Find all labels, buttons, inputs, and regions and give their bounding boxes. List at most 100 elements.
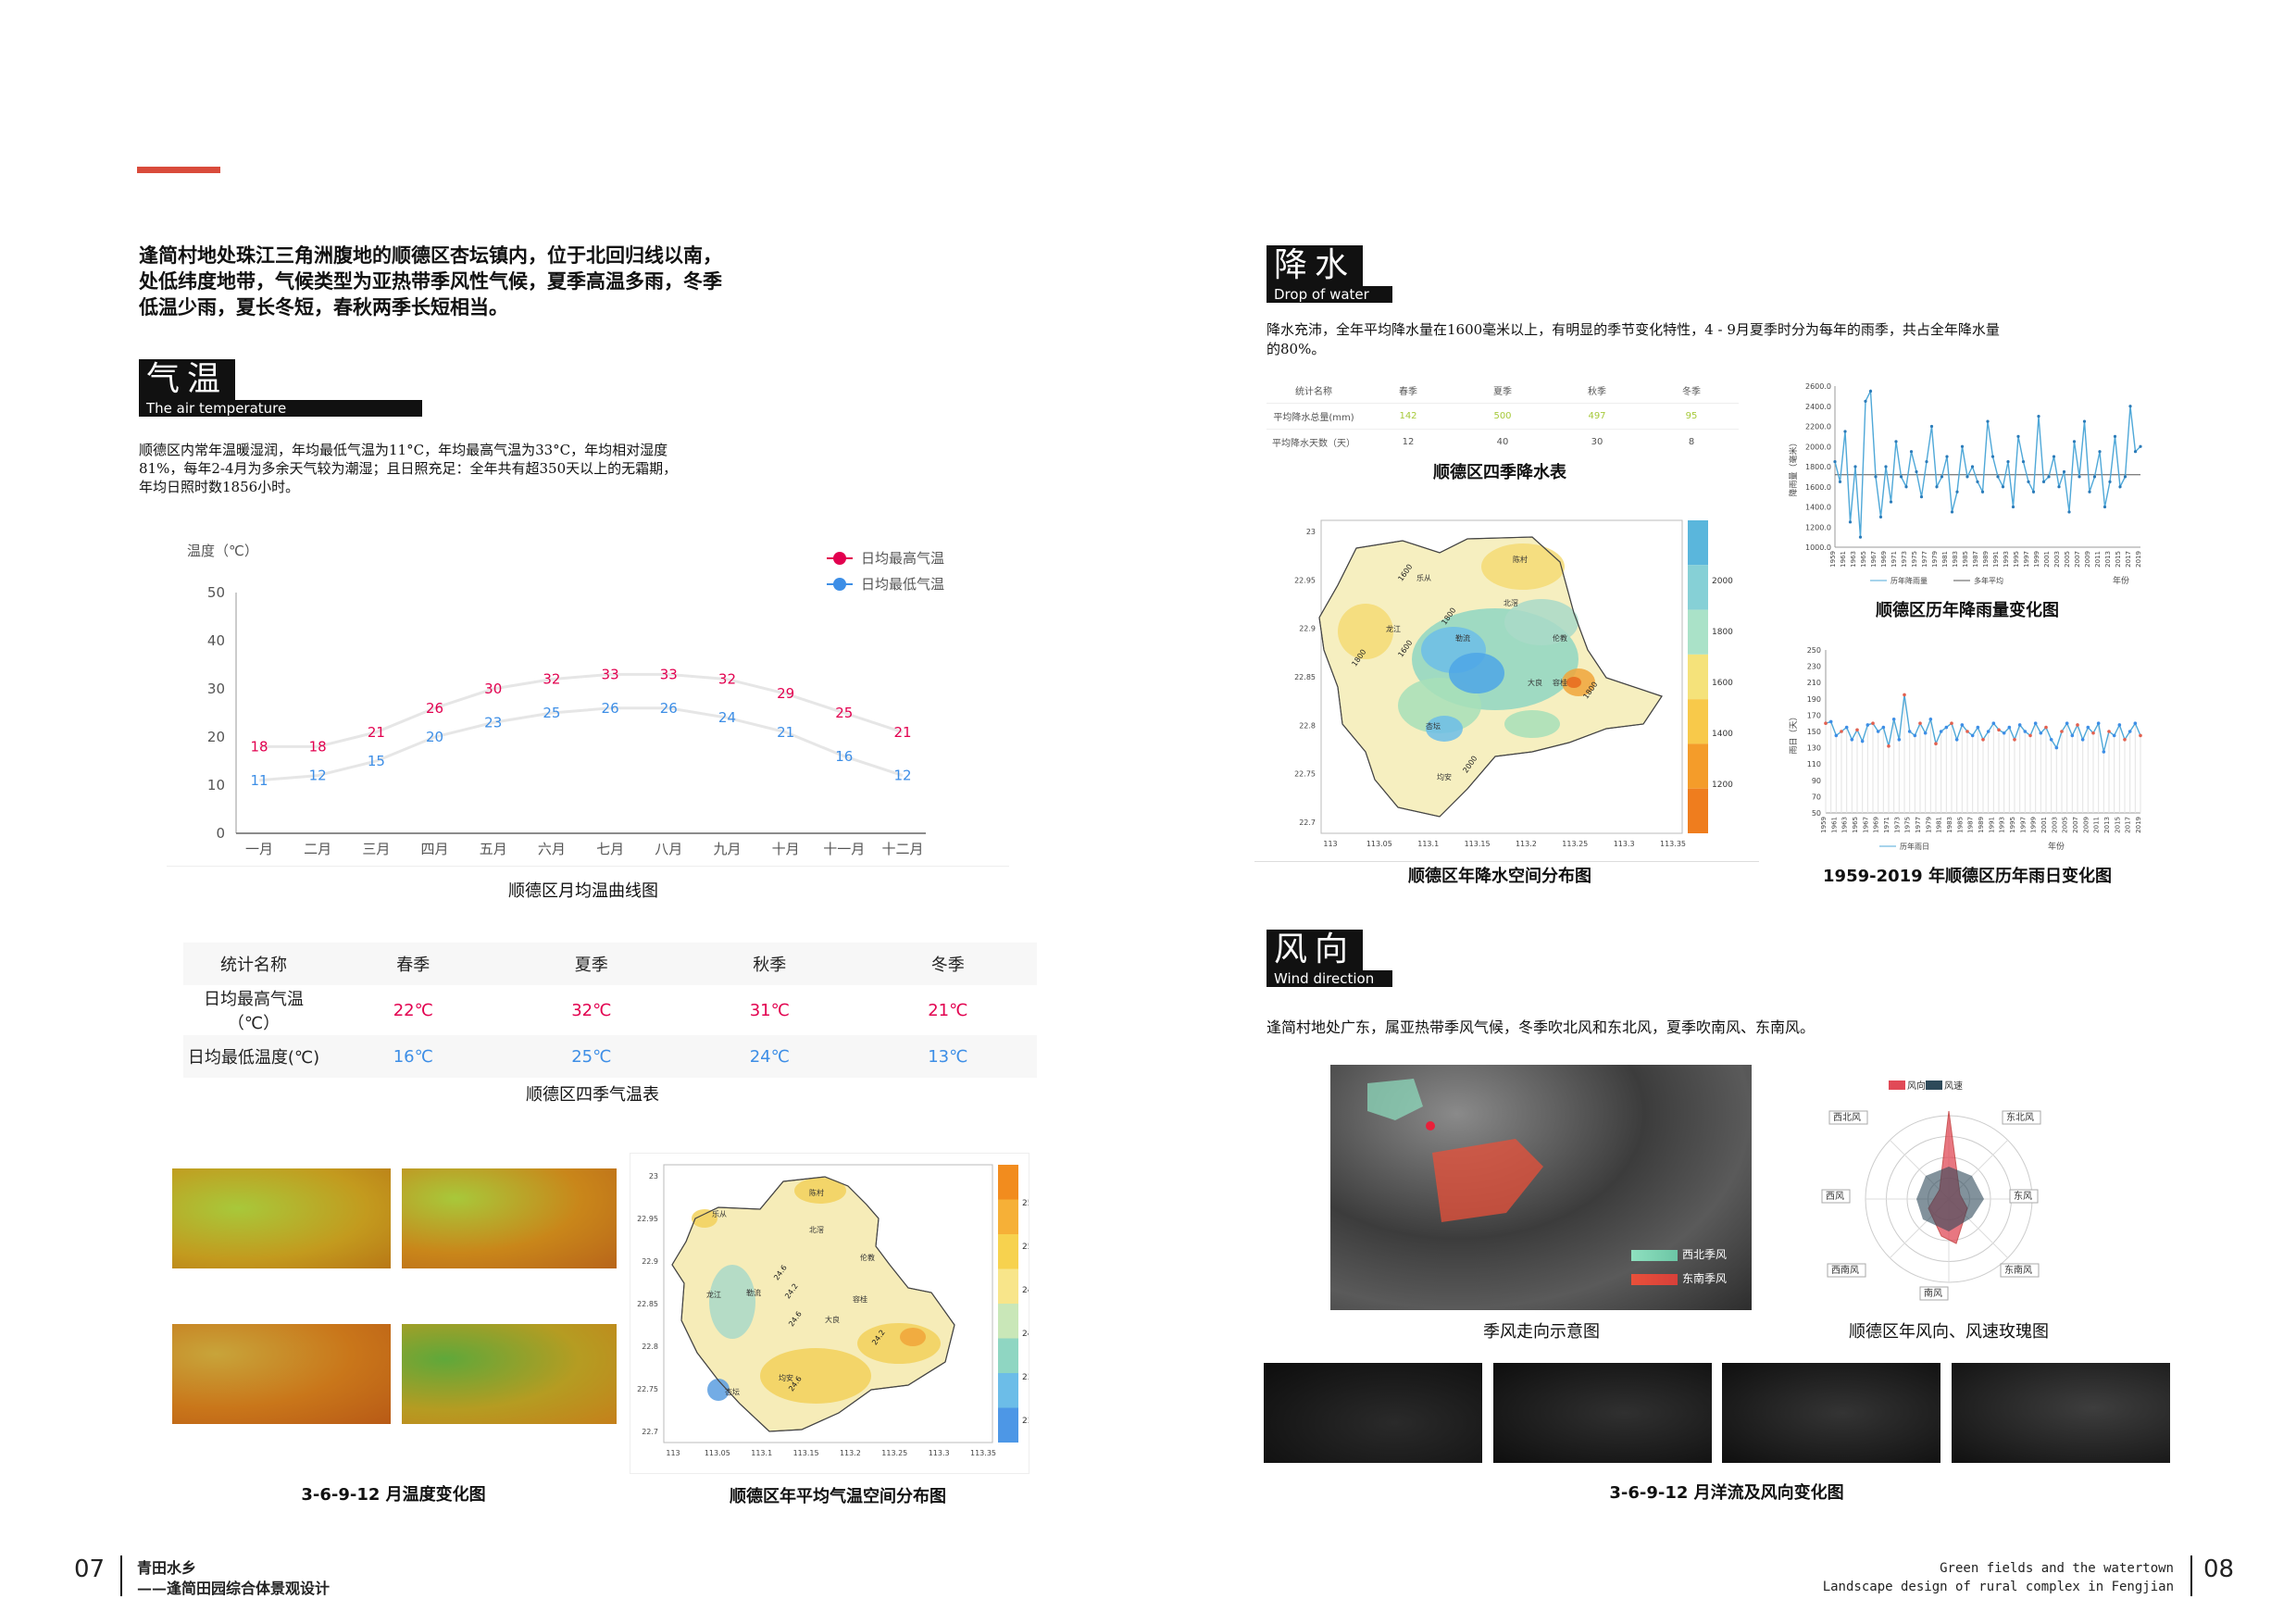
- rain-cell: 平均降水天数（天）: [1272, 439, 1355, 449]
- rainfall-point: [1965, 475, 1969, 479]
- rainfall-point: [1838, 480, 1842, 483]
- table-cell: 25℃: [571, 1046, 612, 1067]
- rain-spatial-map: 23 22.95 22.9 22.85 22.8 22.75 22.7 113 113.05 11…: [1294, 519, 1733, 848]
- days-point: [2013, 738, 2016, 742]
- scale-swatch: [998, 1234, 1018, 1269]
- data-label: 18: [309, 738, 327, 755]
- days-point: [1981, 738, 1985, 742]
- lon-tick-label: 113.35: [970, 1449, 996, 1457]
- x-tick-label: 2013: [2103, 817, 2111, 833]
- temp-desc-line: 年均日照时数1856小时。: [139, 479, 300, 495]
- rainfall-line: [1834, 388, 2141, 538]
- days-point: [1928, 718, 1933, 721]
- rainfall-point: [2092, 475, 2097, 479]
- rain-title-en: Drop of water: [1267, 286, 1392, 303]
- legend-se-icon: [1631, 1274, 1678, 1285]
- data-label: 15: [368, 753, 385, 769]
- temp-desc-line: 顺德区内常年温暖湿润，年均最低气温为11°C，年均最高气温为33°C，年均相对湿…: [139, 442, 668, 458]
- rose-direction-label: 西北风: [1833, 1112, 1861, 1123]
- rainfall-point: [1899, 475, 1903, 479]
- legend-label: 历年雨日: [1900, 842, 1929, 851]
- data-label: 21: [368, 724, 385, 741]
- scale-swatch: [1688, 699, 1708, 744]
- rainfall-point: [1833, 459, 1837, 464]
- scale-swatch: [998, 1338, 1018, 1373]
- scale-label: 23.4: [1022, 1417, 1029, 1426]
- town-label: 北滘: [809, 1226, 824, 1234]
- wind-title-cn: 风向: [1267, 930, 1364, 970]
- temp-chart-panel: 温度（℃） 0 10 20 30 40 50 一月 二月 三月 四月 五月 六月 七月 八月 九月 十月 十一月十…: [167, 532, 1009, 867]
- y-tick-label: 1600.0: [1805, 483, 1831, 492]
- y-tick-label: 1000.0: [1805, 543, 1831, 552]
- wind-header: 风向 Wind direction: [1267, 930, 1392, 987]
- days-point: [1834, 733, 1839, 738]
- temp-title-en: The air temperature: [139, 400, 422, 417]
- y-tick-label: 2000.0: [1805, 443, 1831, 451]
- scale-swatch: [998, 1304, 1018, 1339]
- x-tick-label: 1977: [1921, 551, 1928, 568]
- x-tick-label: 1987: [1967, 817, 1975, 833]
- monsoon-caption: 季风走向示意图: [1483, 1322, 1600, 1342]
- page-number-left: 07: [74, 1555, 106, 1583]
- rainfall-point: [1996, 475, 2000, 479]
- days-point: [2123, 738, 2127, 742]
- footer-left-title: 青田水乡: [137, 1559, 197, 1577]
- x-axis-label: 年份: [2113, 575, 2129, 586]
- th-winter: 冬季: [930, 956, 965, 975]
- lon-tick-label: 113.25: [1562, 840, 1588, 848]
- y-tick-label: 1400.0: [1805, 504, 1831, 512]
- y-tick-label: 210: [1807, 679, 1821, 687]
- days-point: [2128, 730, 2132, 733]
- x-tick-label: 1985: [1956, 817, 1964, 833]
- rainfall-point: [1970, 465, 1975, 468]
- annual-rain-panel: 1000.0 1200.0 1400.0 1600.0 1800.0 2000.0 2200…: [1787, 375, 2146, 590]
- rainfall-point: [2072, 440, 2077, 443]
- x-tick-label: 2003: [2051, 817, 2058, 833]
- rainfall-point: [1915, 469, 1918, 474]
- intro-line: 低温少雨，夏长冬短，春秋两季长短相当。: [139, 295, 508, 319]
- rain-table-caption: 顺德区四季降水表: [1433, 463, 1566, 482]
- days-point: [1923, 731, 1928, 735]
- rainfall-point: [2067, 510, 2071, 514]
- rainfall-point: [1925, 459, 1928, 464]
- lat-tick-label: 23: [1306, 528, 1316, 536]
- data-label: 21: [893, 724, 911, 741]
- rainfall-point: [1878, 515, 1883, 518]
- x-tick-label: 1993: [1999, 817, 2006, 833]
- wind-rose-panel: 风向 风速 东北风 西北风 东风 西风 西南风 东南风 南风: [1815, 1074, 2083, 1305]
- x-tick-label: 1961: [1840, 551, 1847, 568]
- annual-rain-chart: 1000.0 1200.0 1400.0 1600.0 1800.0 2000.0 2200…: [1788, 382, 2142, 586]
- town-label: 均安: [779, 1373, 793, 1382]
- contour-region: [1338, 604, 1393, 659]
- x-tick-label: 1973: [1901, 551, 1908, 568]
- x-tick-label: 1985: [1962, 551, 1969, 568]
- town-label: 乐从: [1416, 573, 1431, 582]
- rose-legend-label: 风速: [1944, 1081, 1963, 1092]
- data-label: 18: [250, 738, 268, 755]
- ocean-photo-june: [1493, 1363, 1712, 1463]
- x-tick-label: 三月: [362, 841, 390, 857]
- town-label: 杏坛: [1426, 721, 1441, 731]
- table-cell: 日均最高气温（℃）: [204, 990, 304, 1033]
- rainfall-point: [2041, 480, 2046, 483]
- x-tick-label: 七月: [596, 841, 624, 857]
- x-tick-label: 1983: [1946, 817, 1953, 833]
- footer-divider-right: [2190, 1555, 2192, 1596]
- town-label: 乐从: [712, 1209, 727, 1218]
- days-point: [1965, 730, 1969, 733]
- monsoon-overlay: [1367, 1079, 1543, 1222]
- scale-label: 25: [1022, 1243, 1029, 1252]
- x-tick-label: 1997: [2019, 817, 2027, 833]
- x-tick-label: 1995: [2013, 551, 2020, 568]
- town-label: 容桂: [853, 1294, 867, 1304]
- days-point: [1855, 728, 1859, 732]
- rainfall-point: [2098, 450, 2102, 454]
- scale-swatch: [998, 1165, 1018, 1200]
- temp-header: 气温 The air temperature: [139, 359, 422, 417]
- data-label: 32: [718, 671, 736, 688]
- rain-cell: 497: [1588, 411, 1606, 421]
- rain-map-panel: 23 22.95 22.9 22.85 22.8 22.75 22.7 113 113.05 11…: [1254, 511, 1759, 862]
- scale-swatch: [1688, 654, 1708, 700]
- days-point: [1997, 728, 2001, 732]
- x-tick-label: 1969: [1880, 551, 1888, 568]
